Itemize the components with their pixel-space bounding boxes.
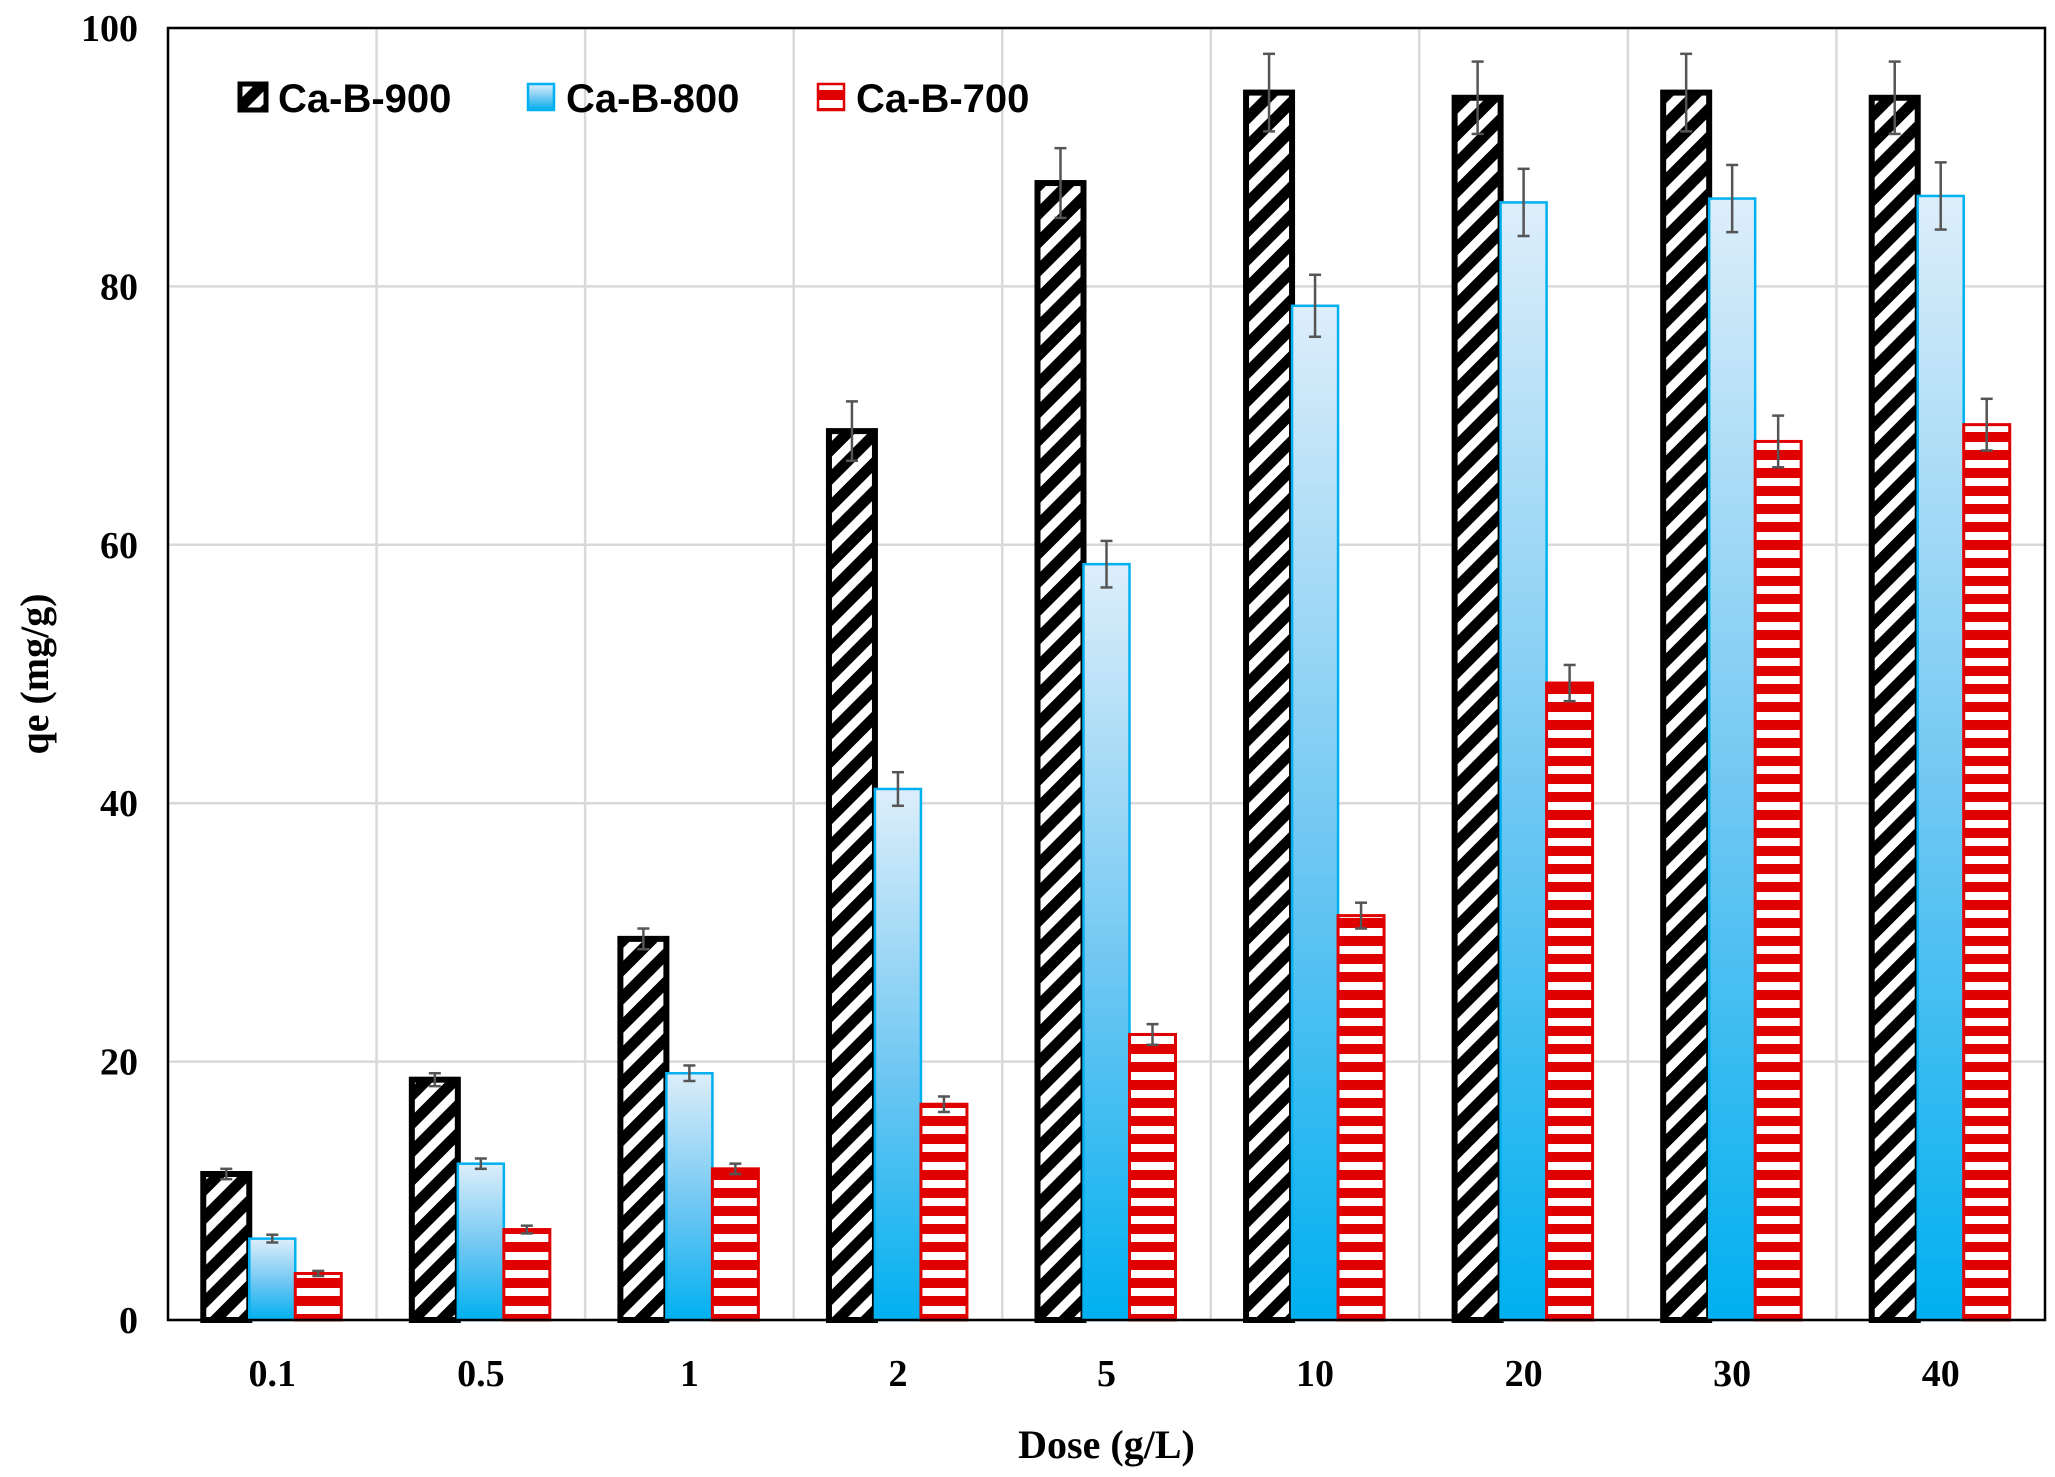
bar-ca-b-700-5 xyxy=(1128,1032,1177,1322)
bar-ca-b-800-0-1 xyxy=(248,1237,297,1322)
x-tick-label-40: 40 xyxy=(1922,1353,1960,1395)
error-bar-ca-b-800-5 xyxy=(1100,539,1113,589)
error-bar-ca-b-900-10 xyxy=(1263,52,1276,133)
bar-ca-b-900-1 xyxy=(617,935,670,1323)
bar-ca-b-800-0-5 xyxy=(456,1162,506,1322)
bar-ca-b-700-30 xyxy=(1753,439,1803,1322)
bar-ca-b-800-2 xyxy=(873,787,923,1322)
legend: Ca-B-900 Ca-B-800 Ca-B-700 xyxy=(237,77,1029,121)
legend-label-ca-b-800: Ca-B-800 xyxy=(566,77,739,121)
x-tick-label-0-5: 0.5 xyxy=(457,1353,505,1395)
x-tick-label-5: 5 xyxy=(1097,1353,1116,1395)
y-tick-label-20: 20 xyxy=(100,1042,138,1084)
x-tick-label-10: 10 xyxy=(1296,1353,1334,1395)
bar-ca-b-900-2 xyxy=(825,428,878,1323)
bar-ca-b-900-0-1 xyxy=(200,1171,253,1324)
bar-ca-b-900-30 xyxy=(1660,89,1713,1324)
legend-swatch-ca-b-700 xyxy=(816,82,846,112)
error-bar-ca-b-800-10 xyxy=(1309,273,1322,339)
error-bar-ca-b-700-1 xyxy=(729,1162,742,1176)
bar-ca-b-800-40 xyxy=(1916,194,1965,1322)
error-bar-ca-b-700-5 xyxy=(1146,1022,1159,1047)
error-bar-ca-b-800-1 xyxy=(683,1064,696,1083)
bar-ca-b-700-2 xyxy=(919,1102,969,1322)
y-tick-label-100: 100 xyxy=(81,8,138,50)
error-bar-ca-b-700-0-5 xyxy=(520,1224,533,1235)
error-bar-ca-b-800-2 xyxy=(891,770,904,808)
error-bar-ca-b-900-30 xyxy=(1680,52,1693,133)
error-bar-ca-b-900-0-1 xyxy=(220,1167,233,1181)
error-bar-ca-b-700-30 xyxy=(1772,414,1785,469)
legend-label-ca-b-700: Ca-B-700 xyxy=(856,77,1029,121)
bar-ca-b-900-10 xyxy=(1243,89,1296,1324)
y-tick-label-60: 60 xyxy=(100,525,138,567)
legend-label-ca-b-900: Ca-B-900 xyxy=(278,77,451,121)
error-bar-ca-b-800-0-1 xyxy=(266,1233,279,1244)
error-bar-ca-b-900-20 xyxy=(1471,60,1484,136)
bar-ca-b-800-1 xyxy=(665,1071,714,1322)
x-tick-label-1: 1 xyxy=(680,1353,699,1395)
error-bar-ca-b-900-5 xyxy=(1054,146,1067,220)
bar-ca-b-700-0-5 xyxy=(502,1228,552,1322)
tick-labels: 0 20 40 60 80 100 0.1 0.5 1 2 5 10 20 30 40 xyxy=(81,8,1960,1395)
bar-ca-b-700-20 xyxy=(1545,681,1595,1322)
y-tick-label-40: 40 xyxy=(100,783,138,825)
error-bar-ca-b-800-40 xyxy=(1934,161,1947,231)
error-bar-ca-b-700-0-1 xyxy=(312,1269,325,1278)
y-tick-label-0: 0 xyxy=(119,1300,138,1342)
error-bar-ca-b-800-0-5 xyxy=(474,1157,487,1171)
bars xyxy=(200,52,2012,1324)
plot-frame xyxy=(166,26,2047,1322)
x-axis-title: Dose (g/L) xyxy=(1018,1422,1195,1467)
bar-ca-b-700-10 xyxy=(1336,914,1386,1322)
y-axis-title: qe (mg/g) xyxy=(12,593,57,754)
bar-ca-b-900-5 xyxy=(1034,180,1087,1323)
bar-ca-b-900-20 xyxy=(1451,94,1504,1324)
error-bar-ca-b-700-20 xyxy=(1563,663,1576,703)
bar-ca-b-700-1 xyxy=(710,1167,760,1322)
bar-ca-b-800-30 xyxy=(1707,197,1757,1322)
error-bar-ca-b-900-0-5 xyxy=(428,1071,441,1088)
legend-swatch-ca-b-900 xyxy=(237,81,269,113)
x-tick-label-2: 2 xyxy=(888,1353,907,1395)
error-bar-ca-b-900-2 xyxy=(845,400,858,463)
x-tick-label-30: 30 xyxy=(1713,1353,1751,1395)
bar-ca-b-900-0-5 xyxy=(408,1076,461,1323)
bar-ca-b-800-20 xyxy=(1499,201,1548,1322)
legend-swatch-ca-b-800 xyxy=(526,82,556,112)
bar-ca-b-800-5 xyxy=(1082,562,1131,1322)
bar-ca-b-800-10 xyxy=(1290,304,1340,1322)
error-bar-ca-b-800-20 xyxy=(1517,167,1530,238)
error-bar-ca-b-800-30 xyxy=(1726,163,1739,234)
error-bar-ca-b-700-2 xyxy=(937,1095,950,1114)
error-bar-ca-b-700-10 xyxy=(1355,901,1368,930)
plot-border xyxy=(166,26,2047,1322)
y-tick-label-80: 80 xyxy=(100,266,138,308)
x-tick-label-20: 20 xyxy=(1505,1353,1543,1395)
error-bar-ca-b-900-40 xyxy=(1888,60,1901,136)
error-bar-ca-b-700-40 xyxy=(1980,397,1993,452)
x-tick-label-0-1: 0.1 xyxy=(249,1353,297,1395)
error-bar-ca-b-900-1 xyxy=(637,927,650,951)
bar-ca-b-700-40 xyxy=(1962,423,2012,1322)
bar-ca-b-900-40 xyxy=(1868,94,1921,1324)
bar-ca-b-700-0-1 xyxy=(293,1271,343,1322)
